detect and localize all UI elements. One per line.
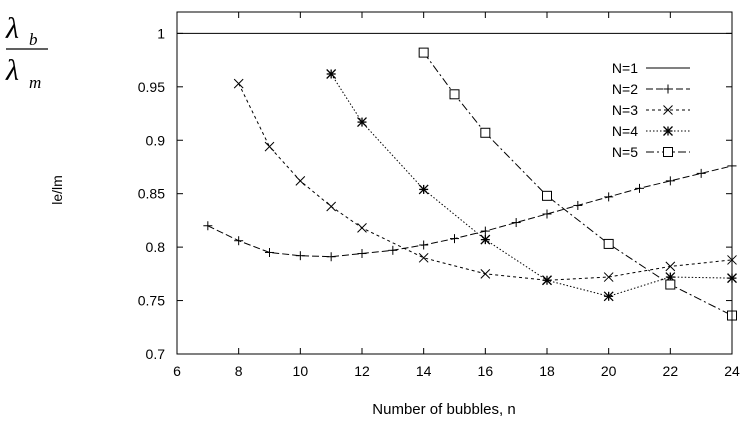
legend-item: N=5: [612, 144, 690, 160]
data-point: [480, 127, 491, 138]
x-tick-label: 20: [601, 363, 617, 379]
legend-label: N=3: [612, 102, 638, 118]
legend: N=1 N=2 N=3 N=4 N=5: [612, 60, 690, 160]
data-point: [480, 268, 491, 279]
data-point: [418, 184, 429, 195]
data-point: [542, 190, 552, 201]
data-point: [265, 247, 274, 257]
data-point: [449, 89, 460, 100]
data-point: [480, 226, 490, 236]
data-point: [696, 168, 706, 178]
data-point: [326, 69, 337, 79]
series-n3: [233, 78, 737, 286]
x-tick-label: 14: [416, 363, 432, 379]
data-point: [388, 245, 398, 255]
x-axis-label: Number of bubbles, n: [372, 401, 515, 418]
data-point: [234, 236, 244, 246]
legend-label: N=1: [612, 60, 638, 76]
y-tick-label: 0.75: [138, 293, 165, 309]
axis-ticks: 6 8 10 12 14 16 18 20 22 24 0.7 0.75 0.8 0.85 0.9 0.95 1: [138, 12, 740, 379]
data-point: [295, 251, 305, 261]
y-tick-label: 0.9: [146, 132, 166, 148]
data-point: [665, 261, 676, 272]
series-n2: [203, 161, 737, 262]
data-point: [663, 126, 673, 136]
x-tick-label: 16: [478, 363, 494, 379]
x-tick-label: 24: [724, 363, 740, 379]
data-point: [511, 218, 521, 228]
y-tick-label: 0.7: [146, 346, 166, 362]
data-point: [418, 47, 429, 58]
data-point: [663, 147, 673, 157]
series-line: [238, 83, 733, 281]
data-point: [573, 200, 583, 210]
data-point: [603, 272, 614, 282]
series-line: [207, 165, 733, 258]
data-point: [326, 201, 337, 212]
x-tick-label: 12: [354, 363, 370, 379]
x-tick-label: 18: [539, 363, 555, 379]
fraction-numerator-subscript: b: [29, 30, 38, 49]
data-point: [233, 78, 244, 89]
legend-label: N=4: [612, 123, 638, 139]
legend-item: N=4: [612, 123, 690, 139]
data-point: [665, 279, 676, 290]
data-point: [542, 275, 552, 286]
y-axis-label: le/lm: [49, 175, 65, 205]
fraction-label: λ b λ m: [5, 12, 48, 92]
y-tick-label: 0.8: [146, 239, 166, 255]
legend-item: N=2: [612, 81, 690, 97]
legend-item: N=1: [612, 60, 690, 76]
data-point: [357, 223, 367, 233]
x-tick-label: 10: [293, 363, 309, 379]
data-point: [635, 183, 644, 193]
data-point: [357, 249, 367, 259]
legend-item: N=3: [612, 102, 690, 118]
y-tick-label: 0.85: [138, 186, 165, 202]
fraction-denominator: λ: [5, 54, 19, 87]
series-line: [330, 73, 733, 297]
data-point: [203, 221, 213, 231]
x-tick-label: 8: [235, 363, 243, 379]
fraction-numerator: λ: [5, 12, 19, 45]
x-tick-label: 22: [663, 363, 679, 379]
fraction-denominator-subscript: m: [29, 73, 41, 92]
data-point: [663, 105, 673, 115]
plot-frame: [176, 11, 733, 355]
data-point: [604, 192, 614, 202]
legend-label: N=2: [612, 81, 638, 97]
data-point: [295, 176, 306, 186]
series-line: [423, 52, 733, 316]
data-point: [665, 176, 675, 186]
data-point: [357, 117, 367, 128]
y-tick-label: 0.95: [138, 79, 165, 95]
data-point: [663, 84, 673, 94]
x-tick-label: 6: [173, 363, 181, 379]
series-layer: [177, 32, 737, 321]
data-point: [418, 252, 429, 263]
data-point: [326, 252, 336, 262]
data-point: [542, 209, 552, 219]
data-point: [450, 234, 459, 244]
data-point: [603, 291, 614, 302]
y-tick-label: 1: [157, 25, 165, 41]
data-point: [603, 238, 614, 249]
data-point: [419, 240, 429, 250]
data-point: [480, 234, 491, 245]
data-point: [264, 141, 275, 152]
legend-label: N=5: [612, 144, 638, 160]
